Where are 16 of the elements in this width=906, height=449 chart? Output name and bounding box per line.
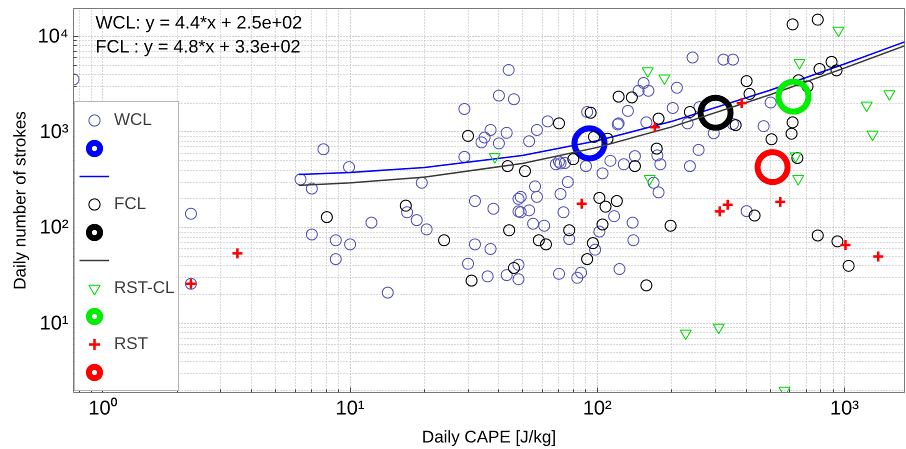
legend-label: WCL [114,109,152,131]
x-tick-label: 10² [582,398,612,420]
x-tick-label: 10³ [830,398,860,420]
y-axis-title: Daily number of strokes [10,111,30,290]
legend-label: FCL [114,193,146,215]
legend-label: RST [114,333,148,355]
x-tick-label: 10¹ [336,398,365,420]
y-tick-label: 10¹ [40,312,69,334]
annotation: FCL : y = 4.8*x + 3.3e+02 [96,36,300,56]
x-axis-title: Daily CAPE [J/kg] [422,428,556,446]
annotation: WCL: y = 4.4*x + 2.5e+02 [96,12,302,32]
y-tick-label: 10³ [40,120,69,143]
legend-label: RST-CL [114,277,174,299]
x-tick-label: 10⁰ [88,396,118,420]
y-tick-label: 10² [40,216,69,239]
y-tick-label: 10⁴ [38,25,69,48]
